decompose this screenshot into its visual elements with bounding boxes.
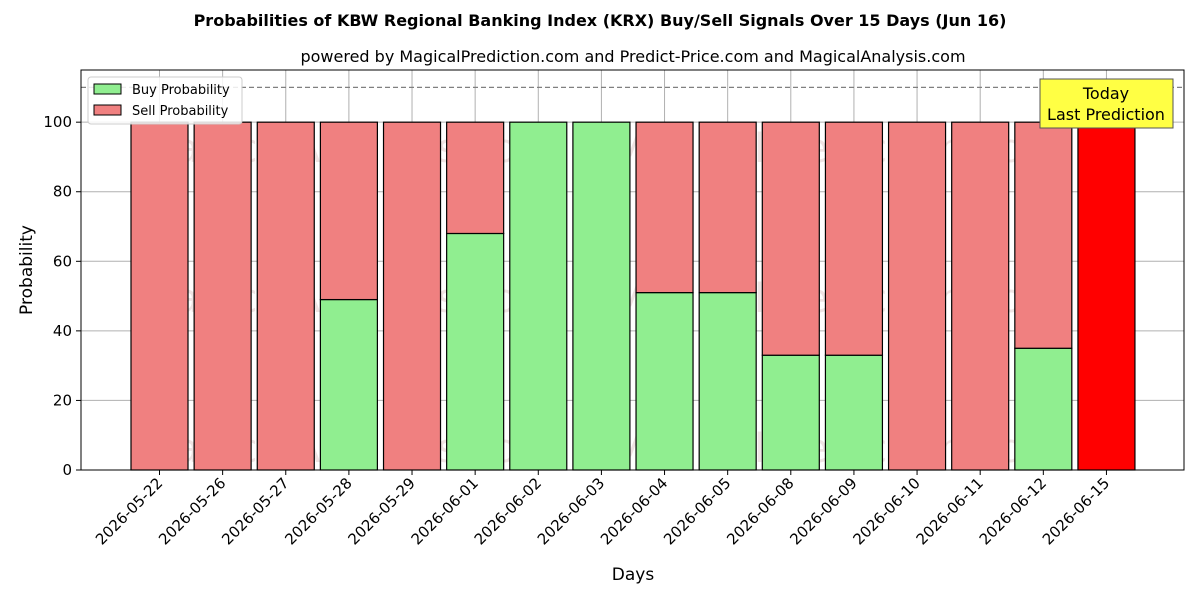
today-annotation: Today Last Prediction [1039, 78, 1174, 129]
bar-buy [319, 298, 378, 471]
bar-buy [1014, 347, 1073, 471]
x-axis: 2026-05-222026-05-262026-05-272026-05-28… [92, 470, 1113, 548]
bars [130, 121, 1136, 471]
y-tick-label: 0 [62, 461, 72, 479]
bar-buy [698, 292, 757, 471]
x-tick-label: 2026-05-26 [155, 474, 229, 548]
bar-sell [1014, 121, 1073, 349]
legend: Buy Probability Sell Probability [87, 76, 243, 125]
y-tick-label: 100 [43, 113, 72, 131]
x-tick-label: 2026-06-15 [1039, 474, 1113, 548]
x-tick-label: 2026-06-08 [723, 474, 797, 548]
bar-buy [509, 121, 568, 471]
x-tick-label: 2026-05-22 [92, 474, 166, 548]
bar-sell [698, 121, 757, 294]
bar-sell [382, 121, 442, 471]
y-axis: 0 20 40 60 80 100 [43, 113, 81, 479]
x-tick-label: 2026-05-29 [344, 474, 418, 548]
bar-sell [824, 121, 884, 356]
x-tick-label: 2026-06-10 [850, 474, 924, 548]
bar-sell [951, 121, 1010, 471]
bar-sell [193, 121, 252, 471]
x-tick-label: 2026-06-09 [786, 474, 860, 548]
chart-title: Probabilities of KBW Regional Banking In… [194, 11, 1007, 30]
y-tick-label: 20 [53, 391, 72, 409]
x-tick-label: 2026-06-01 [408, 474, 482, 548]
x-tick-label: 2026-06-12 [976, 474, 1050, 548]
chart-subtitle: powered by MagicalPrediction.com and Pre… [300, 47, 965, 66]
annotation-text: Today [1082, 84, 1129, 103]
bar-sell [761, 121, 820, 356]
bar-buy [572, 121, 631, 471]
bar-buy [446, 232, 505, 471]
bar-sell [319, 121, 378, 301]
x-tick-label: 2026-05-27 [218, 474, 292, 548]
bar-buy [824, 354, 884, 471]
annotation-text: Last Prediction [1047, 105, 1165, 124]
legend-swatch [93, 104, 122, 116]
x-tick-label: 2026-06-05 [660, 474, 734, 548]
bar-sell [130, 121, 189, 471]
x-tick-label: 2026-06-03 [534, 474, 608, 548]
y-axis-label: Probability [17, 225, 37, 315]
legend-label: Buy Probability [132, 83, 230, 98]
bar-sell [1077, 121, 1136, 471]
bar-sell [446, 121, 505, 235]
y-tick-label: 80 [53, 183, 72, 201]
x-tick-label: 2026-06-11 [913, 474, 987, 548]
annotation-box [1039, 78, 1174, 129]
x-axis-label: Days [612, 565, 655, 585]
bar-sell [887, 121, 947, 471]
y-tick-label: 40 [53, 322, 72, 340]
legend-label: Sell Probability [132, 104, 229, 119]
bar-sell [635, 121, 694, 294]
y-tick-label: 60 [53, 252, 72, 270]
legend-swatch [93, 83, 122, 95]
plot-frame [80, 69, 1185, 471]
legend-box [87, 76, 243, 125]
bar-buy [761, 354, 820, 471]
bar-buy [635, 292, 694, 471]
bar-sell [256, 121, 315, 471]
x-tick-label: 2026-06-02 [471, 474, 545, 548]
x-tick-label: 2026-06-04 [597, 474, 671, 548]
x-tick-label: 2026-05-28 [281, 474, 355, 548]
